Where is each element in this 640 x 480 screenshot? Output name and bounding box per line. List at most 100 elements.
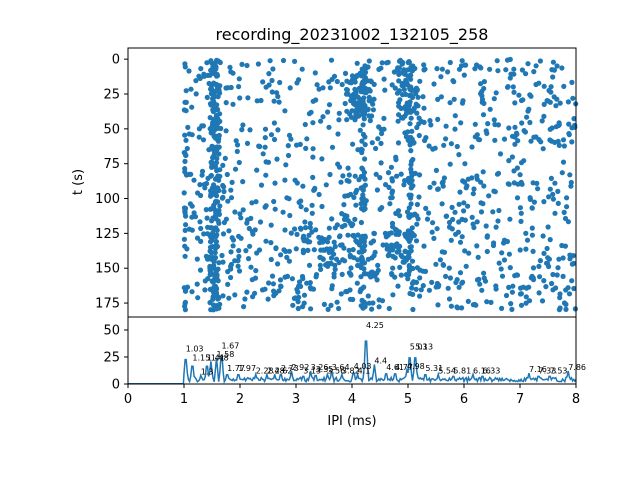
scatter-point — [198, 66, 204, 72]
scatter-point — [408, 115, 414, 121]
scatter-point — [283, 248, 289, 254]
scatter-point — [512, 141, 518, 147]
scatter-point — [236, 253, 242, 260]
scatter-point — [435, 302, 441, 308]
scatter-point — [358, 274, 364, 280]
scatter-point — [351, 232, 357, 239]
scatter-point — [388, 164, 394, 170]
scatter-point — [361, 95, 367, 101]
scatter-point — [253, 199, 259, 205]
scatter-point — [531, 199, 538, 205]
scatter-point — [521, 128, 527, 134]
scatter-point — [495, 122, 501, 128]
scatter-point — [529, 225, 535, 231]
scatter-point — [459, 305, 465, 311]
peak-label: 1.41 — [207, 353, 225, 362]
y-tick-label: 125 — [95, 227, 120, 242]
scatter-point — [439, 201, 445, 207]
scatter-point — [228, 263, 234, 269]
scatter-point — [369, 269, 375, 275]
scatter-point — [311, 247, 317, 253]
scatter-point — [416, 194, 422, 200]
scatter-point — [339, 211, 345, 217]
scatter-point — [563, 306, 569, 312]
scatter-point — [496, 260, 502, 266]
scatter-point — [332, 225, 338, 231]
scatter-point — [523, 246, 529, 252]
scatter-point — [268, 222, 274, 228]
scatter-point — [443, 273, 449, 279]
scatter-point — [556, 307, 563, 313]
scatter-point — [362, 156, 368, 162]
scatter-point — [529, 205, 535, 211]
scatter-point — [303, 145, 309, 151]
scatter-point — [199, 172, 205, 178]
scatter-point — [555, 188, 561, 194]
scatter-point — [415, 94, 421, 100]
scatter-point — [278, 252, 284, 258]
scatter-point — [210, 296, 216, 302]
scatter-point — [565, 99, 572, 105]
scatter-point — [438, 74, 444, 80]
scatter-point — [214, 272, 220, 278]
scatter-point — [476, 137, 483, 143]
scatter-point — [346, 172, 352, 178]
scatter-point — [354, 73, 360, 80]
scatter-point — [200, 137, 207, 143]
scatter-point — [556, 142, 562, 148]
scatter-point — [310, 286, 317, 292]
scatter-point — [438, 94, 444, 100]
scatter-point — [549, 280, 555, 287]
scatter-point — [232, 166, 239, 172]
scatter-point — [258, 97, 264, 104]
scatter-point — [552, 139, 558, 145]
scatter-point — [182, 227, 188, 233]
scatter-point — [427, 184, 433, 190]
scatter-point — [393, 210, 399, 216]
scatter-point — [220, 259, 226, 265]
scatter-point — [461, 208, 467, 214]
scatter-axes: 0 25 50 75 100 125 150 175 recording_20231002_1… — [71, 25, 579, 318]
scatter-point — [452, 126, 458, 132]
scatter-point — [183, 137, 189, 143]
scatter-point — [201, 73, 207, 79]
scatter-point — [411, 279, 417, 285]
scatter-point — [407, 234, 413, 240]
scatter-point — [484, 248, 490, 255]
scatter-point — [421, 62, 427, 68]
scatter-point — [344, 117, 350, 123]
scatter-point — [262, 135, 268, 141]
scatter-point — [413, 90, 419, 97]
scatter-point — [306, 111, 312, 117]
scatter-point — [387, 201, 393, 207]
scatter-point — [334, 78, 340, 85]
scatter-point — [541, 83, 547, 89]
scatter-point — [389, 82, 395, 88]
scatter-point — [401, 70, 407, 77]
scatter-point — [463, 263, 469, 269]
y-tick-label: 75 — [103, 157, 120, 172]
scatter-point — [301, 238, 307, 244]
scatter-point — [352, 86, 358, 92]
scatter-point — [511, 71, 517, 77]
peak-label: 1.48 — [211, 353, 229, 362]
scatter-point — [278, 283, 284, 290]
scatter-point — [453, 279, 459, 286]
scatter-point — [223, 216, 229, 222]
scatter-point — [319, 156, 325, 162]
scatter-point — [302, 219, 308, 225]
scatter-point — [406, 192, 412, 198]
scatter-point — [228, 195, 235, 201]
scatter-point — [182, 253, 188, 259]
scatter-point — [307, 220, 313, 227]
scatter-point — [472, 66, 478, 72]
scatter-points — [181, 56, 579, 313]
scatter-point — [474, 243, 480, 249]
scatter-point — [405, 229, 411, 235]
scatter-y-label: t (s) — [71, 169, 86, 195]
scatter-point — [346, 247, 352, 253]
scatter-point — [389, 190, 395, 196]
scatter-point — [484, 299, 490, 305]
scatter-point — [529, 232, 536, 238]
scatter-point — [408, 248, 414, 254]
